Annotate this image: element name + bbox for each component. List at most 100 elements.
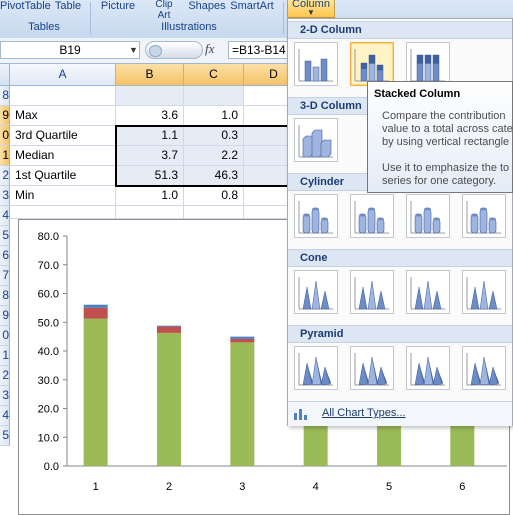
column-chart-thumbnail[interactable] <box>406 42 450 86</box>
y-tick-label: 40.0 <box>38 346 59 358</box>
row-header[interactable]: 9 <box>0 106 10 126</box>
cone-chart-thumbnail[interactable] <box>406 270 450 314</box>
cone-chart-thumbnail[interactable] <box>294 270 338 314</box>
row-header[interactable]: 9 <box>0 306 10 326</box>
row-header[interactable]: 5 <box>0 226 10 246</box>
y-tick-label: 70.0 <box>38 260 59 272</box>
row-header[interactable]: 0 <box>0 326 10 346</box>
gallery-section-header: 2-D Column <box>288 21 512 39</box>
bar-segment[interactable] <box>230 342 255 466</box>
cone-chart-thumbnail[interactable] <box>462 270 506 314</box>
cylinder-chart-thumbnail[interactable] <box>294 194 338 238</box>
cell-a[interactable]: 1st Quartile <box>10 166 116 186</box>
row-header[interactable]: 5 <box>0 426 10 446</box>
all-chart-types-button[interactable]: All Chart Types... <box>288 401 512 426</box>
row-header[interactable]: 2 <box>0 366 10 386</box>
cell-b[interactable]: 51.3 <box>116 166 184 186</box>
column-header-c[interactable]: C <box>184 64 244 86</box>
chart-thumbnail-icon <box>410 277 445 310</box>
picture-button[interactable]: Picture <box>100 0 136 12</box>
cell-c-blank[interactable] <box>184 86 244 106</box>
empty-cell[interactable] <box>116 206 184 219</box>
row-header[interactable]: 4 <box>0 406 10 426</box>
column-chart-thumbnail[interactable] <box>350 42 394 86</box>
bar-segment[interactable] <box>83 318 108 466</box>
tooltip-line: value to a total across cate <box>382 123 513 135</box>
empty-cell[interactable] <box>184 206 244 219</box>
row-header[interactable]: 1 <box>0 346 10 366</box>
x-tick-label: 6 <box>459 481 465 493</box>
name-box[interactable]: B19 <box>0 41 140 59</box>
cell-c[interactable]: 2.2 <box>184 146 244 166</box>
shapes-button[interactable]: Shapes <box>188 0 226 12</box>
3d-column-chart-thumbnail[interactable] <box>294 118 338 162</box>
all-chart-types-label: All Chart Types... <box>322 407 406 419</box>
row-header[interactable]: 8 <box>0 286 10 306</box>
pyramid-chart-thumbnail[interactable] <box>406 346 450 390</box>
empty-cell[interactable] <box>10 206 116 219</box>
cylinder-chart-thumbnail[interactable] <box>462 194 506 238</box>
pivottable-button[interactable]: PivotTable <box>0 0 51 12</box>
pyramid-chart-thumbnail[interactable] <box>350 346 394 390</box>
column-header-a[interactable]: A <box>10 64 116 86</box>
cell-a[interactable]: Min <box>10 186 116 206</box>
row-header[interactable]: 3 <box>0 386 10 406</box>
bar-segment[interactable] <box>157 326 181 333</box>
column-chart-thumbnail[interactable] <box>294 42 338 86</box>
cell-c[interactable]: 0.8 <box>184 186 244 206</box>
column-chart-button[interactable]: Column ▼ <box>287 0 335 18</box>
bar-segment[interactable] <box>157 332 181 466</box>
cell-b[interactable]: 3.6 <box>116 106 184 126</box>
row-header[interactable]: 1 <box>0 146 10 166</box>
bar-segment[interactable] <box>230 336 255 339</box>
chart-thumbnail-icon <box>466 353 501 386</box>
tables-group-label: Tables <box>28 21 60 33</box>
smartart-button[interactable]: SmartArt <box>230 0 274 12</box>
tooltip-line: series for one category. <box>382 175 497 187</box>
cylinder-chart-thumbnail[interactable] <box>406 194 450 238</box>
cell-b[interactable]: 1.0 <box>116 186 184 206</box>
cone-chart-thumbnail[interactable] <box>350 270 394 314</box>
select-all-corner[interactable] <box>0 64 10 86</box>
chart-thumbnail-icon <box>298 277 333 310</box>
pyramid-chart-thumbnail[interactable] <box>462 346 506 390</box>
row-header[interactable]: 6 <box>0 246 10 266</box>
cell-a-blank[interactable] <box>10 86 116 106</box>
formula-splitter-handle[interactable] <box>145 41 203 59</box>
row-header[interactable]: 0 <box>0 126 10 146</box>
cell-c[interactable]: 1.0 <box>184 106 244 126</box>
cell-b[interactable]: 3.7 <box>116 146 184 166</box>
clip-art-button[interactable]: Clip Art <box>144 0 184 21</box>
illustrations-group-label: Illustrations <box>161 21 217 33</box>
row-header[interactable]: 4 <box>0 206 10 226</box>
row-header[interactable]: 2 <box>0 166 10 186</box>
cell-a[interactable]: Median <box>10 146 116 166</box>
name-box-dropdown-icon[interactable]: ▼ <box>129 45 138 55</box>
insert-function-icon[interactable]: fx <box>205 41 215 56</box>
tooltip-line: Compare the contribution <box>382 110 506 122</box>
cell-a[interactable]: Max <box>10 106 116 126</box>
bar-segment[interactable] <box>157 325 181 327</box>
row-header[interactable]: 3 <box>0 186 10 206</box>
cell-c[interactable]: 46.3 <box>184 166 244 186</box>
cell-b-blank[interactable] <box>116 86 184 106</box>
chart-thumbnail-icon <box>354 201 389 234</box>
chart-thumbnail-icon <box>298 125 333 158</box>
clip-art-label-2: Art <box>157 10 171 21</box>
chart-thumbnail-icon <box>354 277 389 310</box>
chart-thumbnail-icon <box>466 201 501 234</box>
row-header[interactable]: 8 <box>0 86 10 106</box>
cell-c[interactable]: 0.3 <box>184 126 244 146</box>
bar-segment[interactable] <box>83 307 108 319</box>
column-header-b[interactable]: B <box>116 64 184 86</box>
x-tick-label: 5 <box>386 481 392 493</box>
cell-b[interactable]: 1.1 <box>116 126 184 146</box>
pyramid-chart-thumbnail[interactable] <box>294 346 338 390</box>
bar-segment[interactable] <box>230 338 255 343</box>
table-button[interactable]: Table <box>54 0 82 12</box>
cylinder-chart-thumbnail[interactable] <box>350 194 394 238</box>
bar-segment[interactable] <box>83 304 108 308</box>
cell-a[interactable]: 3rd Quartile <box>10 126 116 146</box>
chart-thumbnail-icon <box>354 353 389 386</box>
row-header[interactable]: 7 <box>0 266 10 286</box>
